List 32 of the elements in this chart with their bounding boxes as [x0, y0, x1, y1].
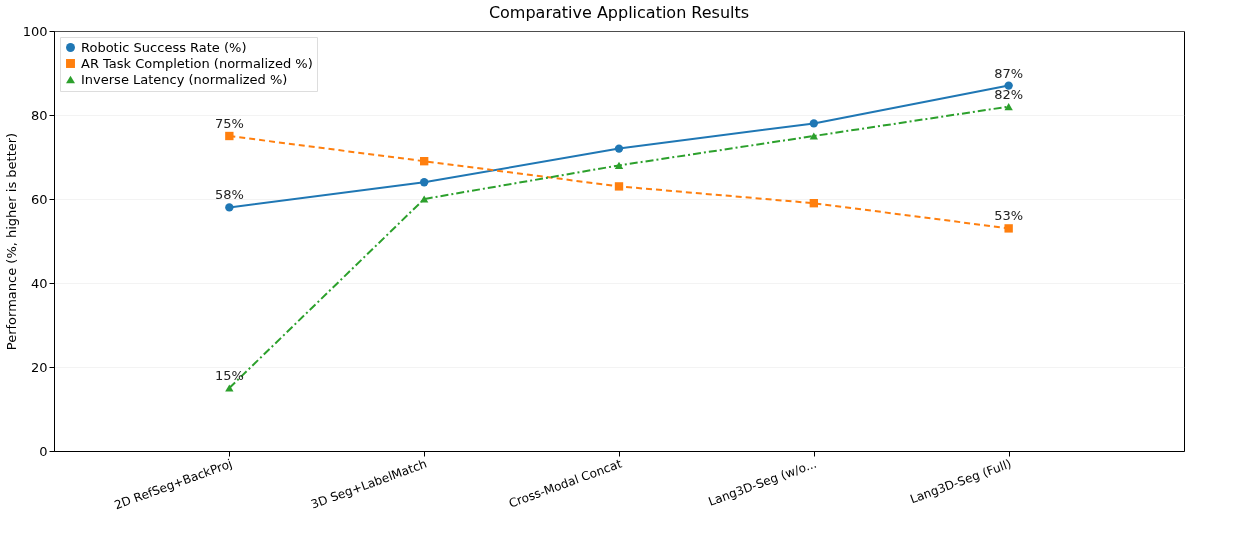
- y-tick-label: 60: [30, 191, 48, 207]
- data-label: 53%: [994, 208, 1024, 224]
- point: [225, 384, 234, 392]
- data-label: 82%: [994, 86, 1024, 102]
- data-label: 87%: [994, 65, 1024, 81]
- data-label: 58%: [214, 187, 244, 203]
- data-label: 15%: [214, 368, 244, 383]
- y-tick-label: 100: [22, 23, 48, 39]
- legend-label: AR Task Completion (normalized %): [81, 55, 313, 71]
- point: [809, 119, 819, 128]
- point: [1004, 81, 1013, 90]
- point: [1004, 224, 1013, 233]
- chart-title: Comparative Application Results: [488, 3, 750, 22]
- point: [225, 203, 234, 212]
- point: [419, 195, 429, 203]
- point: [614, 182, 624, 191]
- y-axis-title: Performance (%, higher is better): [3, 132, 19, 351]
- data-label: 75%: [214, 116, 244, 131]
- y-tick-label: 20: [30, 359, 48, 375]
- y-tick-label: 40: [30, 275, 48, 291]
- point: [419, 157, 429, 166]
- point: [225, 131, 234, 141]
- y-tick-label: 80: [30, 107, 48, 123]
- point: [614, 144, 624, 153]
- point: [1004, 102, 1013, 111]
- legend-label: Inverse Latency (normalized %): [81, 71, 288, 87]
- legend-label: Robotic Success Rate (%): [81, 39, 247, 55]
- point: [809, 132, 819, 140]
- point: [614, 161, 624, 170]
- y-tick-label: 0: [39, 443, 48, 459]
- point: [809, 199, 819, 208]
- point: [419, 178, 429, 187]
